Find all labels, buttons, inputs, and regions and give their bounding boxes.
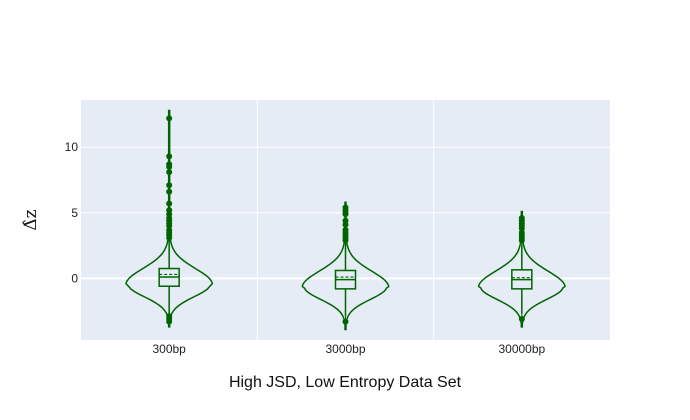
y-tick-label: 10 (65, 140, 79, 154)
violin-layer (125, 109, 566, 331)
y-tick-label: 0 (71, 271, 78, 285)
x-tick-labels: 300bp 3000bp 30000bp (152, 342, 545, 356)
y-tick-label: 5 (71, 206, 78, 220)
x-tick-label: 300bp (152, 342, 186, 356)
x-tick-label: 3000bp (325, 342, 365, 356)
violin-3000bp (301, 201, 390, 331)
x-tick-label: 30000bp (498, 342, 545, 356)
y-axis-title: Δ̂z (21, 209, 41, 230)
violin-300bp (125, 109, 214, 328)
violin-30000bp (477, 210, 566, 328)
y-tick-labels: 0 5 10 (65, 140, 79, 285)
x-axis-title: High JSD, Low Entropy Data Set (229, 374, 462, 391)
violin-outline (125, 109, 214, 328)
